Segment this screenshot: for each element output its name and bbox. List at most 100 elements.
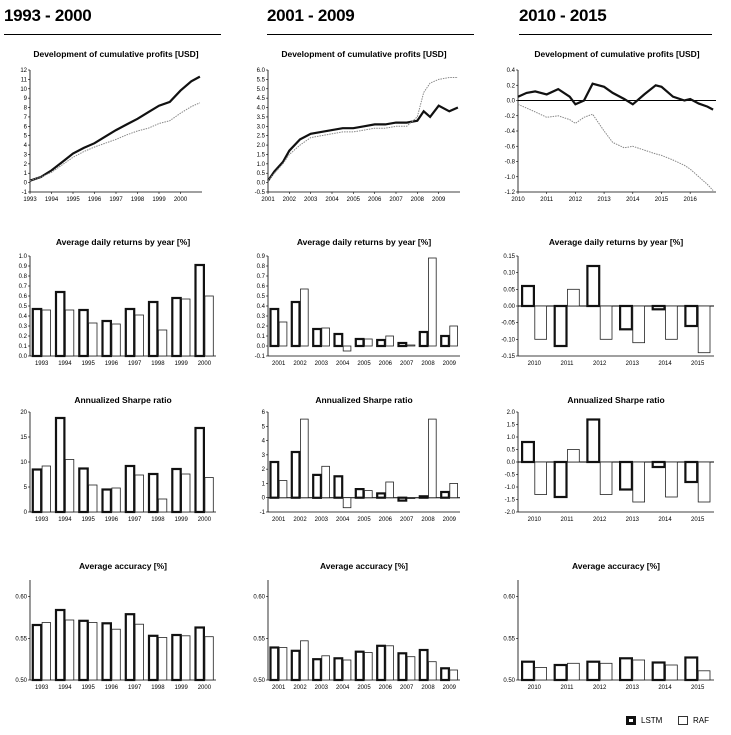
x-tick-label: 1998 [151, 685, 165, 691]
x-tick-label: 2014 [658, 361, 672, 367]
y-tick-label: 5 [262, 424, 266, 430]
bar-lstm [124, 307, 136, 358]
y-tick-label: 0.50 [15, 678, 27, 684]
bar-lstm [553, 304, 568, 348]
y-tick-label: -1.0 [505, 485, 516, 491]
bar-raf [321, 327, 330, 347]
x-tick-label: 1995 [81, 517, 95, 523]
y-tick-label: 0.1 [19, 344, 28, 350]
bar-lstm [586, 418, 601, 464]
x-tick-label: 2014 [626, 197, 640, 203]
bar-raf [204, 477, 214, 513]
y-tick-label: 0.6 [19, 294, 28, 300]
column-header-2010-2015: 2010 - 2015 [519, 6, 712, 36]
y-tick-label: 0.2 [19, 334, 28, 340]
bar-lstm [269, 460, 280, 499]
y-tick-label: 20 [20, 410, 27, 416]
y-tick-label: 1.5 [257, 152, 266, 158]
y-tick-label: -1.5 [505, 498, 516, 504]
bar-lstm [354, 337, 365, 348]
bar-lstm [54, 608, 66, 682]
x-tick-label: 2010 [528, 685, 542, 691]
bar-raf [665, 305, 678, 340]
x-tick-label: 1993 [23, 197, 37, 203]
bar-lstm [586, 660, 601, 682]
bar-lstm [521, 284, 536, 308]
x-tick-label: 2001 [272, 685, 286, 691]
bar-lstm [418, 648, 429, 682]
x-tick-label: 2010 [528, 517, 542, 523]
chart-title: Annualized Sharpe ratio [74, 395, 171, 405]
bar-raf [632, 305, 646, 344]
x-tick-label: 2008 [411, 197, 425, 203]
bar-raf [88, 322, 98, 357]
bar-lstm [31, 307, 43, 358]
bar-lstm [397, 652, 408, 682]
x-tick-label: 1997 [128, 517, 142, 523]
y-tick-label: 0.3 [257, 314, 266, 320]
y-tick-label: 5.5 [257, 77, 266, 83]
x-tick-label: 1998 [151, 361, 165, 367]
x-tick-label: 2006 [368, 197, 382, 203]
x-tick-label: 2016 [683, 197, 697, 203]
x-tick-label: 1996 [88, 197, 102, 203]
accuracy-chart-2001-2009: Average accuracy [%] 0.50 0.55 0.60 2001 2002… [253, 561, 460, 691]
bar-raf [364, 652, 373, 681]
header-divider [519, 34, 712, 35]
chart-title: Average accuracy [%] [320, 561, 408, 571]
x-tick-label: 2011 [540, 197, 554, 203]
bar-raf [406, 344, 416, 347]
chart-title: Average accuracy [%] [572, 561, 660, 571]
x-tick-label: 2000 [174, 197, 188, 203]
y-tick-label: 1 [262, 481, 266, 487]
legend-label-lstm: LSTM [641, 716, 663, 725]
x-tick-label: 2011 [561, 361, 575, 367]
x-tick-label: 2007 [400, 517, 414, 523]
bar-lstm [147, 472, 159, 514]
bar-raf [385, 335, 394, 347]
bar-lstm [354, 487, 365, 499]
y-tick-label: 0.0 [507, 99, 516, 105]
x-tick-label: 1993 [35, 517, 49, 523]
y-tick-label: 0.0 [19, 354, 28, 360]
y-tick-label: 0.0 [257, 181, 266, 187]
y-tick-label: -1 [22, 190, 28, 196]
y-tick-label: -0.5 [505, 473, 516, 479]
y-tick-label: -0.2 [505, 114, 516, 120]
y-tick-label: 4 [262, 439, 266, 445]
x-tick-label: 1998 [131, 197, 145, 203]
bar-lstm [376, 492, 386, 499]
column-header-2001-2009: 2001 - 2009 [267, 6, 474, 36]
y-tick-label: 0.8 [257, 264, 266, 270]
profits-chart-1993-2000: Development of cumulative profits [USD] -… [20, 49, 202, 203]
x-tick-label: 1996 [105, 685, 119, 691]
y-tick-label: -0.8 [505, 160, 516, 166]
y-tick-label: 0.8 [19, 274, 28, 280]
x-tick-label: 2006 [379, 685, 393, 691]
y-tick-label: 10 [20, 460, 27, 466]
x-tick-label: 2001 [261, 197, 275, 203]
bar-raf [65, 459, 75, 513]
x-tick-label: 2002 [293, 685, 307, 691]
bar-lstm [333, 332, 344, 348]
y-tick-label: 4.0 [257, 106, 266, 112]
bar-raf [300, 288, 309, 347]
y-tick-label: 1.0 [19, 254, 28, 260]
x-tick-label: 1995 [81, 685, 95, 691]
y-tick-label: 3.0 [257, 124, 266, 130]
y-tick-label: 8 [24, 106, 28, 112]
bar-lstm [101, 488, 112, 514]
y-tick-label: 6.0 [257, 68, 266, 74]
bar-raf [65, 619, 75, 681]
x-tick-label: 1999 [152, 197, 166, 203]
bar-raf [204, 295, 214, 357]
bar-lstm [684, 304, 699, 328]
y-tick-label: 5.0 [257, 87, 266, 93]
x-tick-label: 2005 [357, 361, 371, 367]
bar-raf [428, 418, 437, 499]
bar-raf [65, 309, 75, 357]
bar-raf [342, 497, 352, 509]
x-tick-label: 2008 [421, 361, 435, 367]
series-line-raf [29, 102, 201, 182]
bar-raf [41, 622, 51, 681]
